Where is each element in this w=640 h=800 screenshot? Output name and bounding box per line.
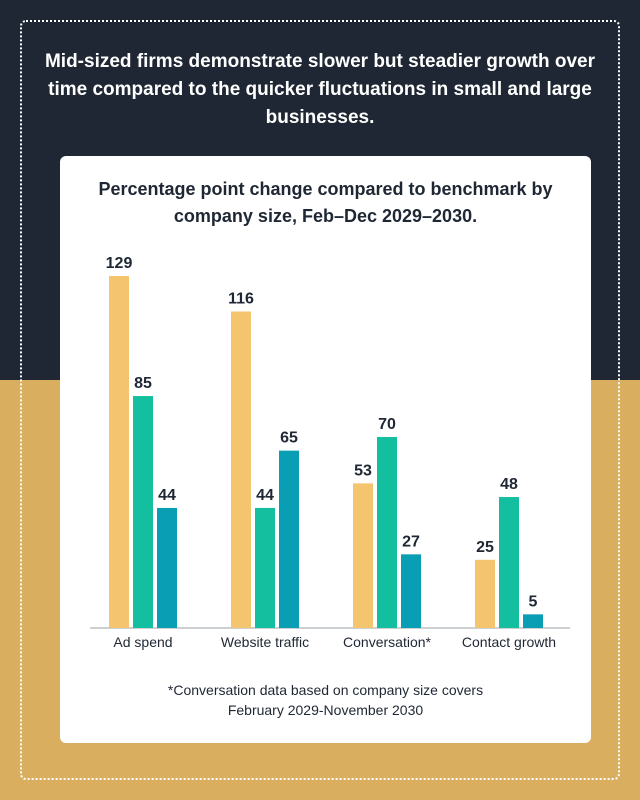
chart-card: Percentage point change compared to benc…	[60, 156, 591, 743]
data-label-contact-growth-series-2: 48	[500, 476, 518, 493]
data-label-website-traffic-series-3: 65	[280, 430, 298, 447]
data-label-contact-growth-series-3: 5	[529, 593, 538, 610]
bar-conversation-series-1	[353, 483, 373, 628]
category-label-website-traffic: Website traffic	[221, 634, 309, 650]
footnote-line-1: *Conversation data based on company size…	[167, 682, 484, 698]
data-label-website-traffic-series-2: 44	[256, 487, 274, 504]
data-label-conversation-series-3: 27	[402, 533, 420, 550]
bar-conversation-series-3	[401, 554, 421, 628]
footnote: *Conversation data based on company size…	[60, 680, 591, 720]
data-label-conversation-series-1: 53	[354, 462, 372, 479]
data-label-ad-spend-series-3: 44	[158, 487, 176, 504]
bar-website-traffic-series-3	[279, 450, 299, 628]
bar-website-traffic-series-2	[255, 507, 275, 628]
data-label-contact-growth-series-1: 25	[476, 539, 494, 556]
bar-website-traffic-series-1	[231, 311, 251, 628]
data-label-ad-spend-series-2: 85	[134, 375, 152, 392]
chart-title: Percentage point change compared to benc…	[98, 179, 553, 226]
footnote-line-2: February 2029-November 2030	[227, 702, 424, 718]
data-label-website-traffic-series-1: 116	[228, 290, 254, 307]
bar-conversation-series-2	[377, 436, 397, 628]
data-label-ad-spend-series-1: 129	[106, 255, 133, 272]
bar-contact-growth-series-1	[475, 559, 495, 628]
headline: Mid-sized firms demonstrate slower but s…	[44, 51, 596, 128]
bar-contact-growth-series-3	[523, 614, 543, 628]
bar-ad-spend-series-1	[109, 276, 129, 628]
data-label-conversation-series-2: 70	[378, 416, 396, 433]
bar-chart: 129 85 44 Ad spend 116 44 65 Website traffic 53 7…	[90, 255, 570, 650]
category-label-ad-spend: Ad spend	[113, 634, 172, 650]
bar-ad-spend-series-3	[157, 507, 177, 628]
category-label-conversation: Conversation*	[343, 634, 431, 650]
bar-contact-growth-series-2	[499, 497, 519, 628]
dotted-frame	[20, 20, 620, 780]
category-label-contact-growth: Contact growth	[462, 634, 556, 650]
bar-ad-spend-series-2	[133, 396, 153, 628]
